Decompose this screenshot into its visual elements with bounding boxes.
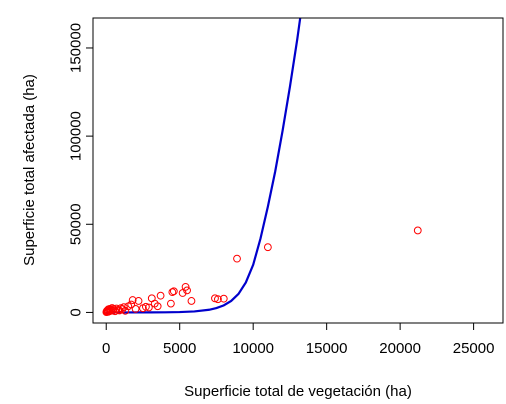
data-point — [144, 303, 153, 312]
data-point — [219, 294, 228, 303]
data-point — [166, 299, 175, 308]
fitted-curve — [106, 18, 302, 314]
data-point — [413, 226, 422, 235]
data-point — [156, 291, 165, 300]
data-point — [134, 297, 143, 305]
x-tick-label: 5000 — [163, 340, 196, 357]
x-tick-label: 20000 — [379, 340, 421, 357]
y-tick-label: 150000 — [68, 23, 85, 73]
points-layer — [102, 226, 422, 316]
x-tick-label: 0 — [102, 340, 110, 357]
y-axis-label: Superficie total afectada (ha) — [21, 74, 38, 266]
x-tick-label: 25000 — [453, 340, 495, 357]
y-tick-label: 100000 — [68, 111, 85, 161]
data-point — [131, 304, 140, 313]
data-point — [183, 286, 191, 295]
y-axis: 0 50000 100000 150000 — [68, 23, 94, 317]
plot-frame — [92, 17, 504, 324]
x-tick-label: 10000 — [232, 340, 274, 357]
data-point — [168, 288, 177, 297]
data-point — [142, 302, 150, 311]
data-point — [263, 243, 272, 252]
y-tick-label: 0 — [68, 308, 85, 316]
data-point — [178, 289, 187, 297]
data-point — [233, 254, 241, 263]
data-point — [169, 287, 178, 296]
data-point — [109, 305, 118, 313]
data-point — [119, 303, 128, 312]
y-tick-label: 50000 — [68, 203, 85, 245]
curve-layer — [106, 18, 302, 314]
data-point — [181, 282, 190, 291]
x-axis: 0 5000 10000 15000 20000 25000 — [102, 322, 495, 357]
data-point — [214, 295, 222, 304]
data-point — [127, 300, 136, 309]
x-axis-label: Superficie total de vegetación (ha) — [184, 383, 412, 400]
data-point — [128, 296, 137, 304]
data-point — [153, 302, 162, 311]
data-point — [187, 297, 196, 305]
x-tick-label: 15000 — [306, 340, 348, 357]
